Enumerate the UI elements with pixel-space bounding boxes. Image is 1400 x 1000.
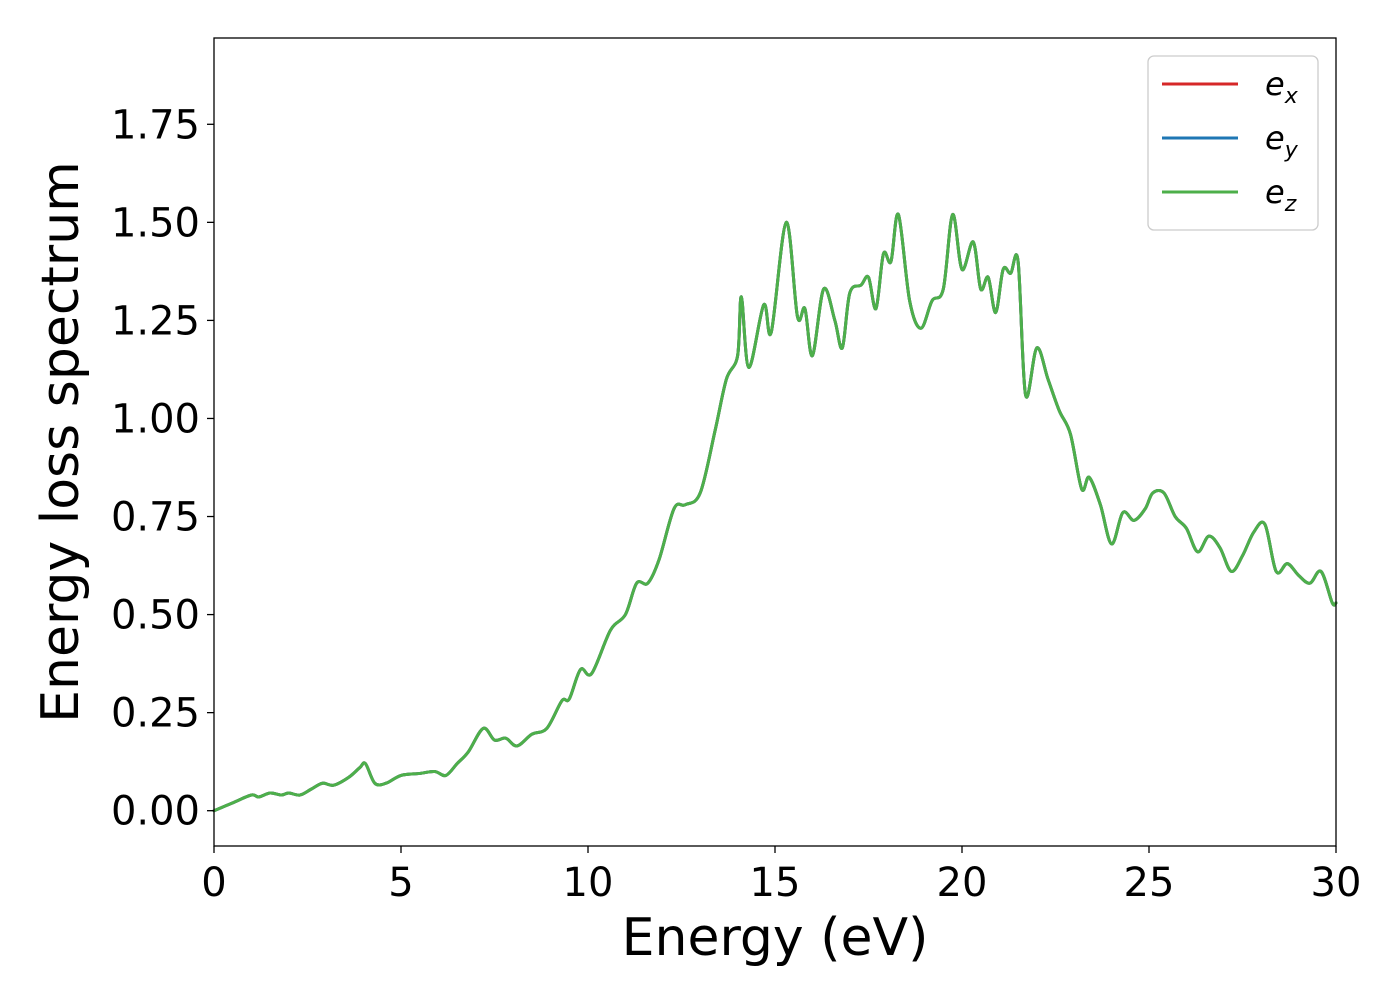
y-tick-label: 1.25 (111, 298, 200, 344)
x-tick-label: 10 (563, 860, 614, 906)
y-tick-label: 0.25 (111, 691, 200, 737)
y-tick-label: 1.75 (111, 102, 200, 148)
x-tick-label: 30 (1311, 860, 1362, 906)
series-layer (212, 212, 1338, 813)
x-axis-label: Energy (eV) (622, 908, 929, 968)
x-tick-label: 20 (937, 860, 988, 906)
x-tick-label: 15 (750, 860, 801, 906)
y-axis-ticks: 0.00 0.25 0.50 0.75 1.00 1.25 1.50 1.75 (111, 102, 214, 835)
y-tick-label: 1.00 (111, 396, 200, 442)
x-tick-label: 25 (1124, 860, 1175, 906)
y-tick-label: 0.75 (111, 495, 200, 541)
y-axis-label: Energy loss spectrum (31, 161, 91, 723)
x-tick-label: 0 (201, 860, 226, 906)
y-tick-label: 1.50 (111, 200, 200, 246)
x-tick-label: 5 (388, 860, 413, 906)
y-tick-label: 0.50 (111, 593, 200, 639)
x-axis-ticks: 0 5 10 15 20 25 30 (201, 846, 1361, 906)
y-tick-label: 0.00 (111, 789, 200, 835)
legend-frame (1147, 55, 1319, 231)
legend-label-y: ey (1265, 119, 1299, 163)
series-line-e-z (212, 212, 1338, 813)
